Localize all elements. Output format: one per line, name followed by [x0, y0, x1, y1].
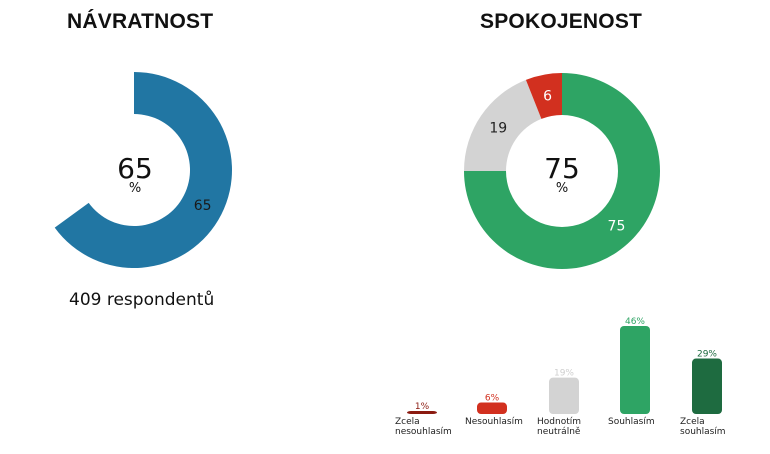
- spokojenost-title: SPOKOJENOST: [480, 10, 643, 33]
- bar: [692, 358, 722, 414]
- bar: [549, 377, 579, 414]
- bar-category-label: Zcela: [395, 417, 420, 427]
- spokojenost-slice-label: 75: [608, 218, 626, 234]
- spokojenost-slice-75: [464, 73, 660, 269]
- bar-category-label: Nesouhlasím: [465, 417, 523, 427]
- bar-category-label: nesouhlasím: [395, 427, 452, 437]
- navratnost-slice-65: [54, 72, 232, 268]
- bar: [620, 326, 650, 414]
- spokojenost-slice-label: 6: [543, 88, 552, 104]
- spokojenost-slice-6: [525, 73, 562, 119]
- respondents-count: 409 respondentů: [69, 290, 215, 310]
- bar-category-label: neutrálně: [537, 427, 581, 437]
- bar-value-label: 1%: [415, 402, 430, 412]
- navratnost-center-unit: %: [128, 181, 142, 196]
- spokojenost-slice-label: 19: [489, 121, 507, 137]
- navratnost-slice-label: 65: [194, 198, 212, 214]
- spokojenost-slice-19: [464, 79, 542, 171]
- bar-value-label: 6%: [485, 394, 500, 404]
- spokojenost-center-value: 75: [544, 152, 580, 185]
- bar-value-label: 46%: [625, 317, 645, 327]
- bar-value-label: 29%: [697, 350, 717, 360]
- bar-category-label: Zcela: [680, 417, 705, 427]
- spokojenost-donut-chart: 75 19 6: [464, 73, 660, 269]
- bar-category-label: Souhlasím: [608, 417, 655, 427]
- navratnost-center-value: 65: [117, 152, 153, 185]
- bar: [407, 411, 437, 414]
- navratnost-title: NÁVRATNOST: [67, 10, 214, 33]
- bar-value-label: 19%: [554, 369, 574, 379]
- spokojenost-center-unit: %: [555, 181, 569, 196]
- bar-category-label: Hodnotím: [537, 417, 581, 427]
- navratnost-donut-chart: 65: [54, 72, 232, 268]
- bar: [477, 402, 507, 414]
- spokojenost-bar-chart: 1%Zcelanesouhlasím6%Nesouhlasím19%Hodnot…: [395, 317, 726, 437]
- bar-category-label: souhlasím: [680, 427, 726, 437]
